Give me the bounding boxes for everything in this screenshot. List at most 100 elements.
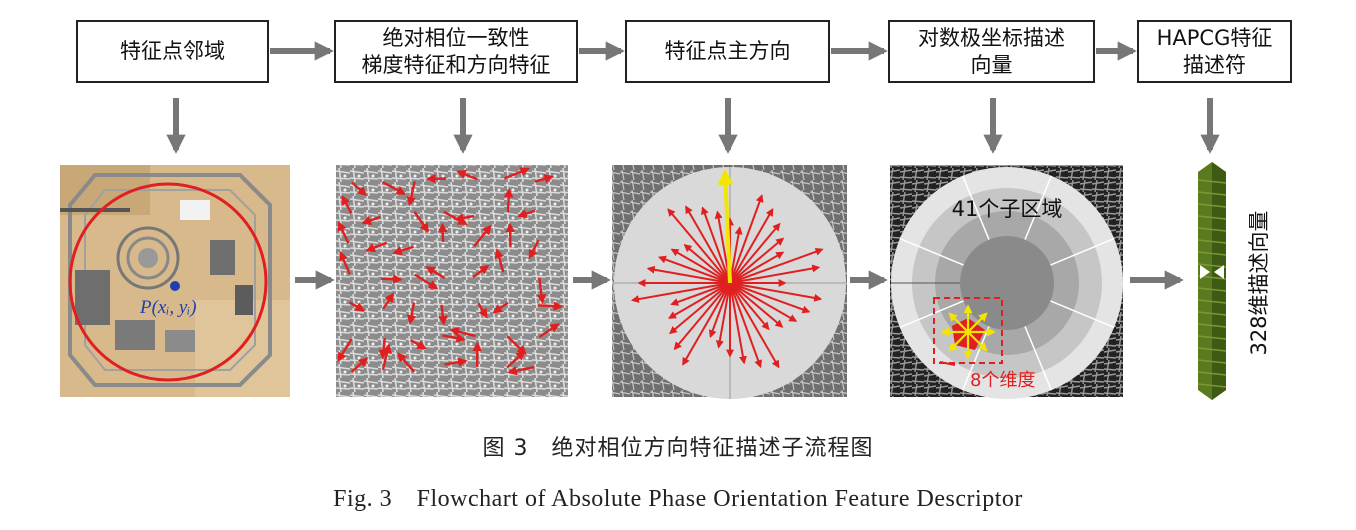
orientation-arrow [729,282,747,365]
gradient-arrow [537,301,564,311]
orientation-arrow [729,222,781,284]
gradient-arrow [507,365,535,376]
gradient-arrow [406,302,417,325]
descriptor-stripe [1197,287,1227,292]
descriptor-stripe [1197,359,1227,364]
step-box-gradient-features: 绝对相位一致性 梯度特征和方向特征 [334,20,578,83]
orientation-arrow [683,244,731,284]
flowchart-diagram: P(xᵢ, yᵢ) 41个子区域 8个维度 328维描述向量 [60,41,1271,400]
gradient-arrow [337,338,353,363]
gradient-arrow [438,304,448,326]
orientation-arrow [729,251,785,284]
orientation-arrow [729,282,763,369]
step-box-main-orientation: 特征点主方向 [625,20,830,83]
gradient-arrow [425,266,446,280]
step-box-hapcg: HAPCG特征 描述符 [1137,20,1292,83]
gradient-arrow [472,264,490,279]
gradient-arrow [437,222,448,242]
orientation-arrow [646,265,731,284]
gradient-arrow [503,187,514,213]
orientation-arrow [670,248,731,284]
orientation-arrow [729,194,764,284]
polar-spoke [1050,300,1115,329]
descriptor-stripe [1197,311,1227,316]
orientation-arrow [658,255,731,284]
flow-arrows-down [166,98,1220,154]
gradient-arrow [348,301,366,312]
dimension-arrows [940,304,996,360]
step-box-log-polar: 对数极坐标描述 向量 [888,20,1095,83]
gradient-arrow [339,250,351,275]
orientation-arrow [630,282,731,304]
gradient-arrow [397,352,416,373]
orientation-arrow [682,282,731,366]
main-direction-arrow [717,168,734,284]
polar-spoke [899,237,964,266]
gradient-arrow [414,273,439,290]
gradient-arrow [536,277,547,304]
step-box-neighborhood: 特征点邻域 [76,20,269,83]
orientation-arrow [715,282,731,349]
step-label: 特征点主方向 [664,39,791,63]
descriptor-stripe [1197,239,1227,244]
orientation-arrow [729,237,785,284]
gradient-arrow [413,210,429,233]
gradient-arrow [341,195,353,214]
orientation-arrow [729,208,774,284]
orientation-arrow [729,282,811,314]
main-orientation-image [612,165,847,399]
log-polar-spokes [891,175,1115,391]
gradient-arrow [473,224,492,247]
descriptor-stripe [1197,323,1227,328]
step-label: 特征点邻域 [120,39,225,63]
figure-caption-cn: 图 3 绝对相位方向特征描述子流程图 [482,436,874,461]
descriptor-stripe [1197,371,1227,376]
gradient-arrow [361,215,381,225]
gradient-arrow [381,180,407,195]
step-label: 对数极坐标描述 向量 [918,25,1065,77]
log-polar-image: 41个子区域 8个维度 [890,165,1123,399]
gradient-arrow [538,323,560,338]
orientation-arrow [729,247,824,284]
descriptor-stripe [1197,263,1227,268]
gradient-arrow [492,301,509,314]
gradient-arrow [506,350,526,369]
descriptor-stripe [1197,191,1227,196]
descriptor-stripe [1197,383,1227,388]
orientation-arrow [670,282,731,306]
gradient-arrow [381,274,403,284]
polar-spoke [1024,175,1053,240]
polar-spoke [899,300,964,329]
descriptor-stripe [1197,299,1227,304]
descriptor-stripe [1197,335,1227,340]
gradient-arrow [337,221,350,244]
orientation-arrow [708,282,731,339]
orientation-arrow [729,282,770,331]
descriptor-vector-label: 328维描述向量 [1247,210,1271,355]
polar-spoke [1050,237,1115,266]
gradient-arrow [392,245,414,256]
dimension-arrow [967,312,988,333]
gradient-arrow [444,357,468,367]
descriptor-vector-bar: 328维描述向量 [1197,162,1271,400]
orientation-arrow [667,208,731,284]
orientation-arrow [729,264,821,284]
gradient-arrow [350,357,369,373]
step-label: 绝对相位一致性 梯度特征和方向特征 [361,25,551,77]
polar-spoke [1024,326,1053,391]
gradient-arrow [351,181,368,196]
gradient-field-image [336,165,568,397]
descriptor-stripe [1197,347,1227,352]
dimension-arrow [967,331,988,352]
descriptor-stripe [1197,179,1227,184]
orientation-arrow [729,282,798,322]
gradient-arrow [406,181,416,207]
polar-spoke [961,326,990,391]
gradient-arrow [453,213,475,223]
orientation-arrow [685,205,731,284]
gradient-arrow [534,174,555,184]
dimensions-label: 8个维度 [970,370,1035,391]
descriptor-stripe [1197,227,1227,232]
gradient-arrow [494,248,505,273]
orientation-arrow [673,282,731,351]
